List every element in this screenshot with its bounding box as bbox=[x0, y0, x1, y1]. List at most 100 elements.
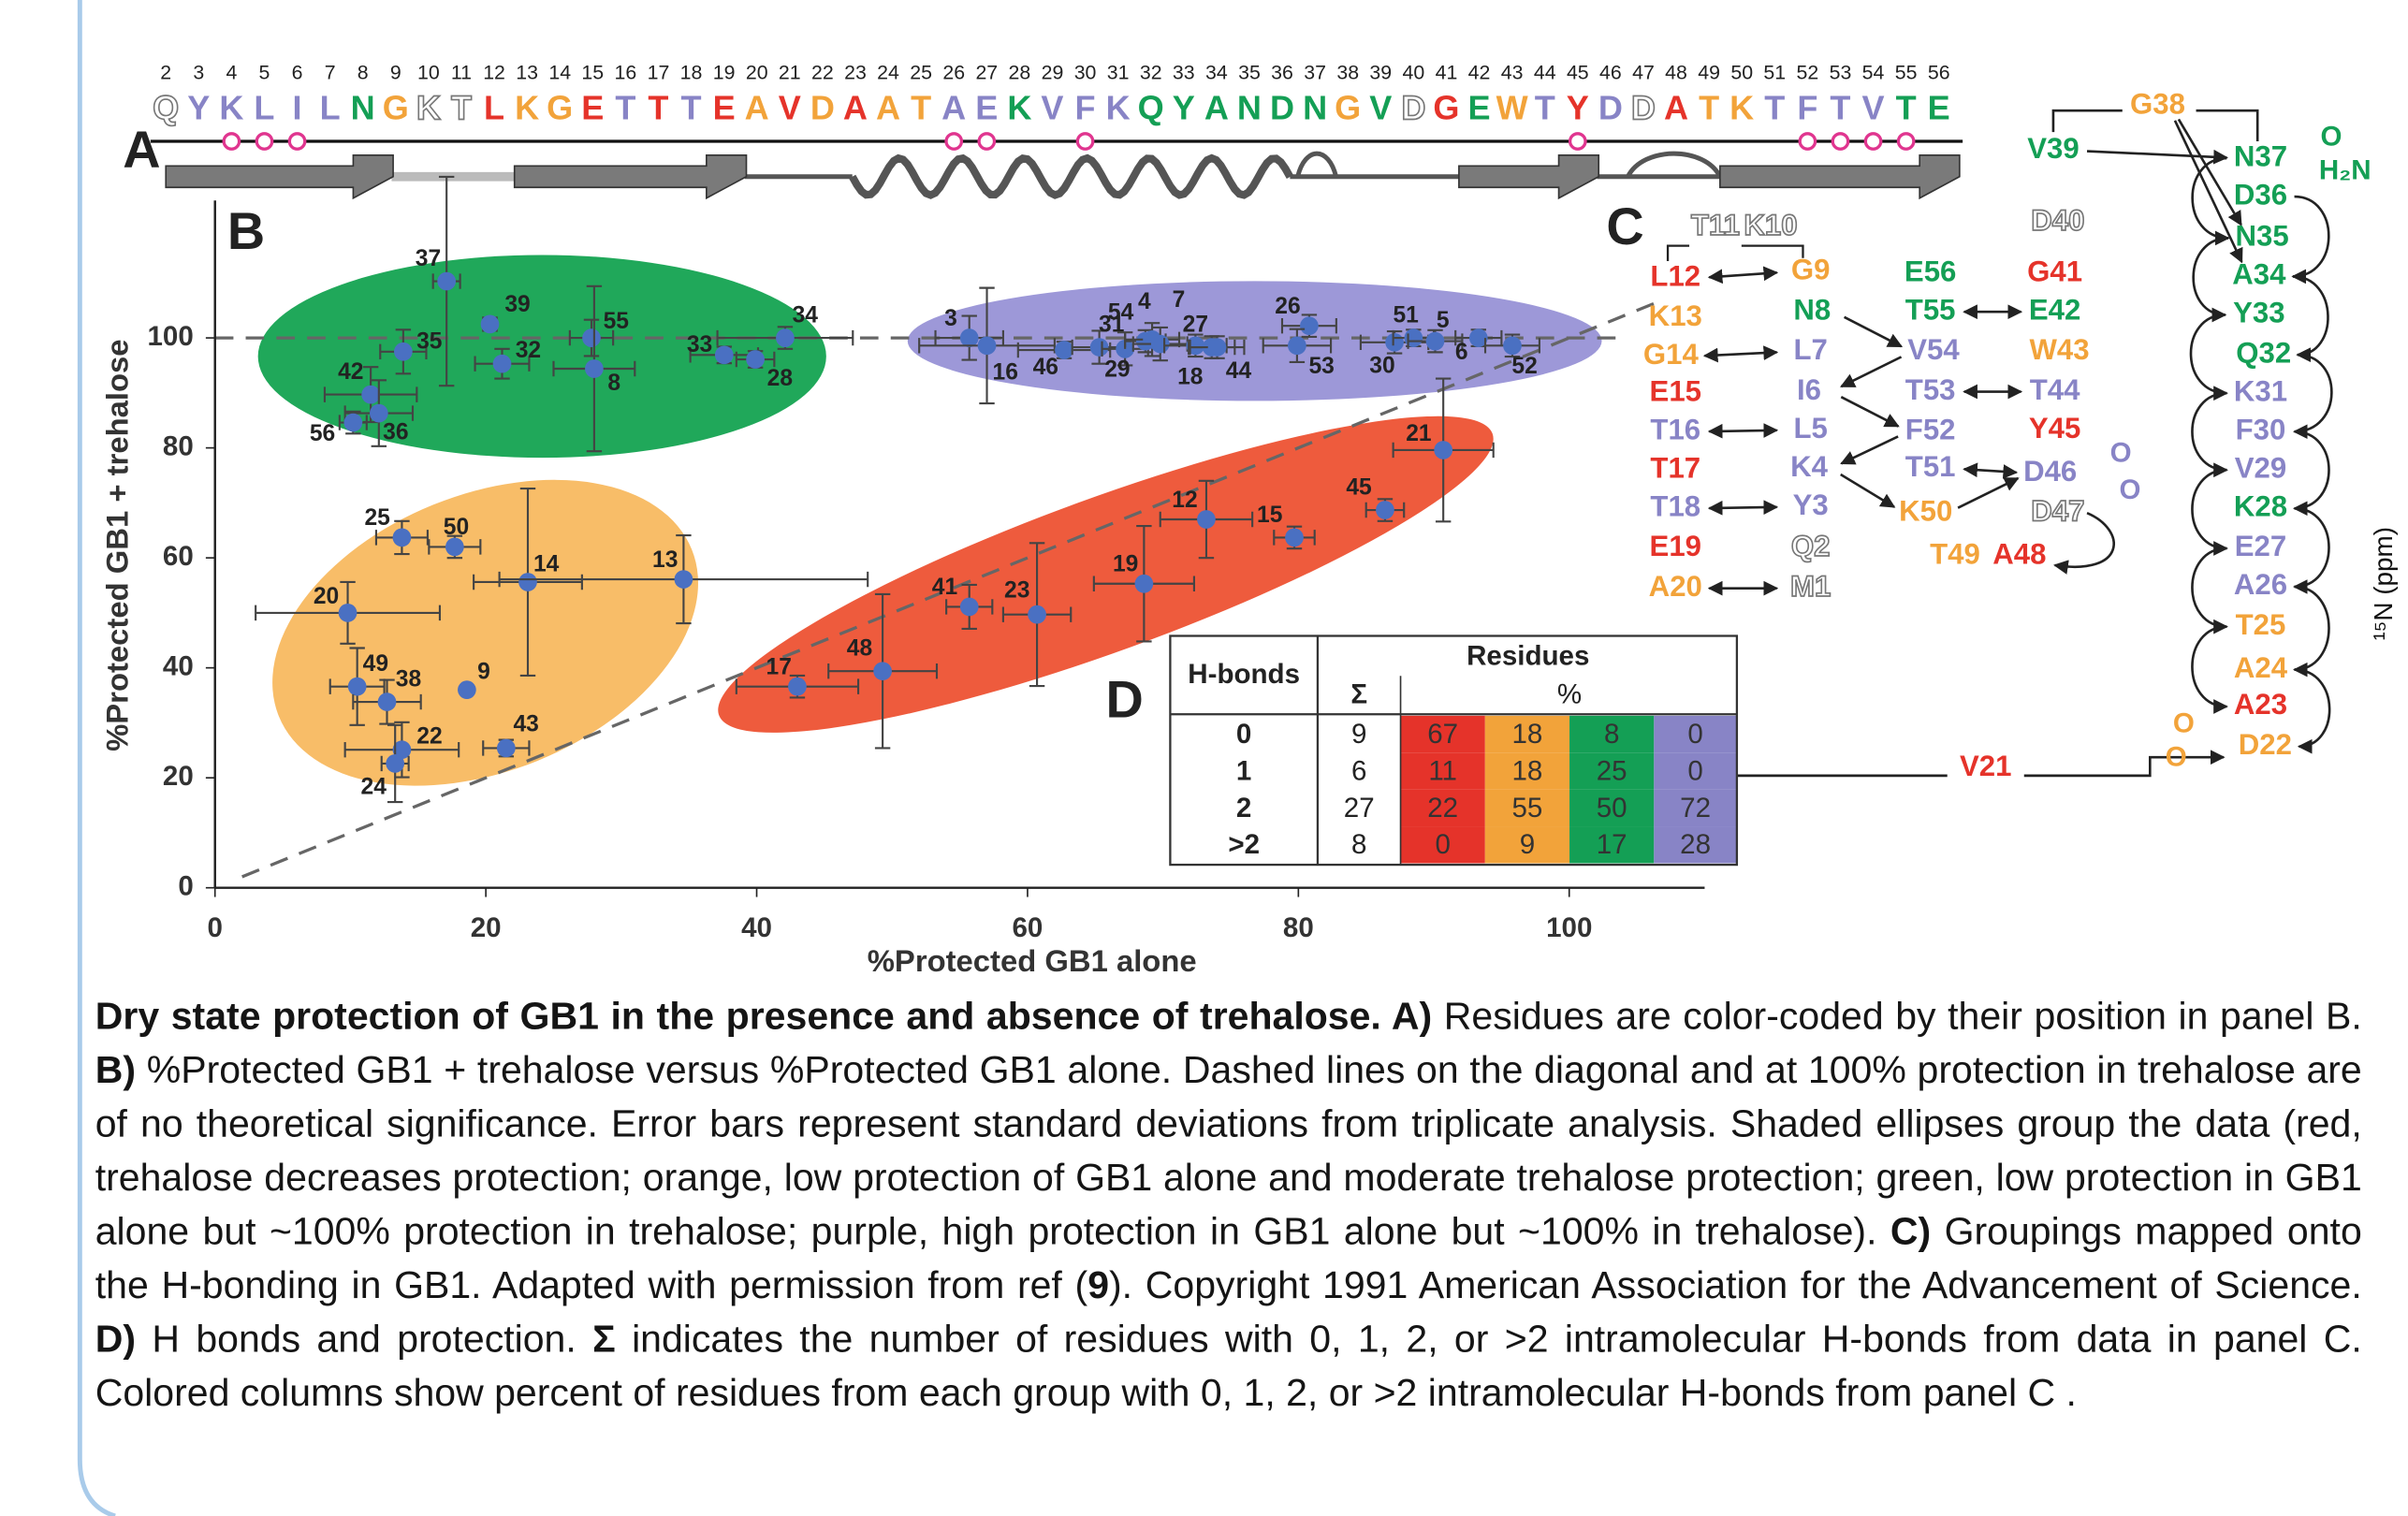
point-label: 46 bbox=[1033, 355, 1058, 380]
table-header: Residues bbox=[1467, 640, 1589, 671]
residue: K bbox=[1007, 89, 1031, 127]
protection-marker bbox=[979, 134, 994, 149]
figure: A B C D ¹⁵N (ppm) Dry state protection o… bbox=[0, 0, 2408, 1516]
residue-node: Y33 bbox=[2233, 297, 2284, 329]
table-cell: 8 bbox=[1351, 829, 1366, 860]
caption-text: 9 bbox=[1087, 1264, 1109, 1307]
residue-number: 22 bbox=[811, 61, 834, 83]
residue: A bbox=[745, 89, 769, 127]
helix bbox=[853, 158, 1291, 195]
hbond-arrow bbox=[1709, 430, 1776, 431]
point bbox=[788, 678, 807, 696]
residue: E bbox=[1468, 89, 1491, 127]
protection-marker bbox=[1898, 134, 1913, 149]
residue-number: 3 bbox=[193, 61, 204, 83]
residue: G bbox=[383, 89, 409, 127]
residue-node: K13 bbox=[1649, 299, 1702, 332]
point-label: 43 bbox=[513, 711, 538, 736]
residue-node: E15 bbox=[1650, 374, 1701, 407]
point bbox=[497, 739, 516, 758]
residue: T bbox=[1699, 89, 1719, 127]
hbond-curve bbox=[2295, 587, 2329, 670]
residue-node: W43 bbox=[2029, 333, 2089, 366]
residue-node: V39 bbox=[2027, 132, 2079, 165]
point bbox=[1090, 338, 1109, 357]
residue-node: D40 bbox=[2031, 204, 2084, 237]
side-axis-label: ¹⁵N (ppm) bbox=[2369, 527, 2398, 641]
atom-label: O bbox=[2173, 708, 2195, 739]
residue: T bbox=[1830, 89, 1850, 127]
residue-number: 17 bbox=[648, 61, 670, 83]
residue-node: K28 bbox=[2234, 490, 2287, 523]
point-label: 8 bbox=[607, 371, 620, 396]
point-label: 3 bbox=[944, 306, 957, 331]
residue-number: 29 bbox=[1042, 61, 1064, 83]
point-label: 25 bbox=[364, 505, 389, 531]
point-label: 17 bbox=[766, 654, 792, 679]
point-label: 5 bbox=[1437, 308, 1450, 333]
residue-number: 26 bbox=[942, 61, 965, 83]
residue-number: 2 bbox=[160, 61, 171, 83]
point bbox=[1300, 316, 1319, 335]
y-tick-label: 20 bbox=[163, 761, 194, 792]
residue-node: M1 bbox=[1790, 570, 1831, 603]
point-label: 50 bbox=[444, 515, 469, 540]
residue: A bbox=[876, 89, 900, 127]
point-label: 38 bbox=[396, 667, 421, 692]
caption: Dry state protection of GB1 in the prese… bbox=[95, 991, 2362, 1421]
hbond-curve bbox=[2192, 470, 2226, 548]
caption-text: Residues are color-coded by their positi… bbox=[1432, 996, 2362, 1039]
residue-node: A20 bbox=[1649, 570, 1702, 603]
residue-number: 53 bbox=[1830, 61, 1852, 83]
residue-node: T11 bbox=[1691, 209, 1740, 241]
table-cell: 67 bbox=[1427, 719, 1458, 750]
residue: T bbox=[1535, 89, 1555, 127]
residue-number: 36 bbox=[1271, 61, 1293, 83]
residue: D bbox=[1401, 89, 1425, 127]
protection-marker bbox=[1077, 134, 1092, 149]
residue: A bbox=[843, 89, 868, 127]
hbond-arrow bbox=[1704, 352, 1776, 356]
point-label: 45 bbox=[1346, 475, 1371, 501]
residue-node: K50 bbox=[1899, 494, 1952, 527]
protection-marker bbox=[946, 134, 961, 149]
residue-node: A24 bbox=[2234, 651, 2288, 684]
point-label: 20 bbox=[314, 584, 339, 609]
table-cell: 8 bbox=[1604, 719, 1619, 750]
residue-number: 12 bbox=[483, 61, 505, 83]
residue-number: 42 bbox=[1468, 61, 1491, 83]
residue-number: 52 bbox=[1797, 61, 1819, 83]
residue: W bbox=[1496, 89, 1529, 127]
residue: L bbox=[254, 89, 274, 127]
residue: E bbox=[581, 89, 604, 127]
residue-number: 8 bbox=[358, 61, 369, 83]
hbond-arrow bbox=[1958, 478, 2018, 508]
residue-node: E42 bbox=[2029, 293, 2080, 326]
residue-number: 40 bbox=[1403, 61, 1425, 83]
point bbox=[339, 604, 358, 622]
residue-node: E56 bbox=[1905, 255, 1956, 287]
point bbox=[1135, 575, 1154, 593]
point bbox=[493, 355, 512, 373]
residue-node: T44 bbox=[2030, 373, 2080, 406]
residue: N bbox=[351, 89, 375, 127]
residue-number: 49 bbox=[1698, 61, 1720, 83]
residue-node: V54 bbox=[1907, 333, 1960, 366]
residue-number: 56 bbox=[1928, 61, 1950, 83]
residue-number: 23 bbox=[844, 61, 867, 83]
point bbox=[1197, 510, 1216, 529]
residue: D bbox=[1631, 89, 1656, 127]
table-cell: 9 bbox=[1520, 829, 1535, 860]
residue-node: V29 bbox=[2235, 451, 2286, 484]
point bbox=[378, 692, 397, 711]
residue: A bbox=[1664, 89, 1688, 127]
residue: G bbox=[1335, 89, 1361, 127]
residue: G bbox=[1433, 89, 1459, 127]
point-label: 53 bbox=[1308, 354, 1334, 379]
residue-number: 33 bbox=[1173, 61, 1195, 83]
residue-node: N37 bbox=[2234, 139, 2287, 172]
point bbox=[978, 336, 997, 355]
hbond-curve bbox=[2295, 431, 2329, 508]
residue: E bbox=[713, 89, 736, 127]
residue: T bbox=[911, 89, 931, 127]
